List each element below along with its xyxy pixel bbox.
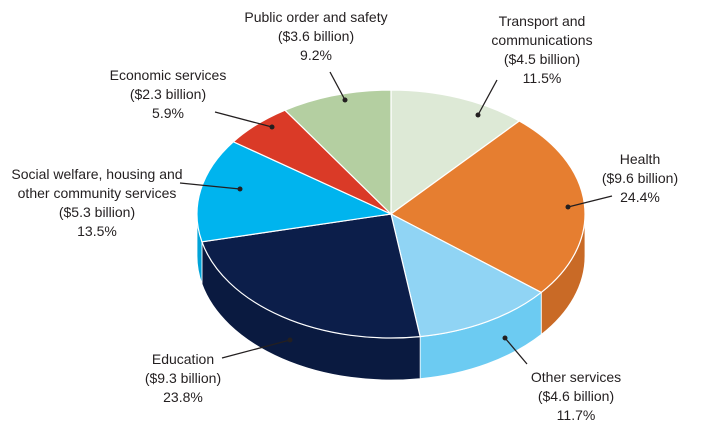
slice-label: Other services ($4.6 billion) 11.7% (516, 368, 636, 423)
leader-dot (342, 97, 348, 103)
label-name: Social welfare, housing and other commun… (11, 166, 183, 201)
label-percent: 23.8% (163, 389, 203, 405)
leader-dot (502, 335, 508, 341)
label-amount: ($5.3 billion) (58, 204, 136, 220)
slice (390, 212, 543, 338)
label-percent: 13.5% (77, 223, 117, 239)
label-name: Education (151, 351, 215, 367)
leader-dot (269, 124, 275, 130)
label-percent: 5.9% (152, 105, 184, 121)
label-amount: ($4.5 billion) (503, 51, 581, 67)
leader-line (504, 337, 528, 365)
label-amount: ($9.6 billion) (601, 170, 679, 186)
label-name: Public order and safety (244, 9, 388, 25)
slice-label: Social welfare, housing and other commun… (8, 165, 186, 241)
slice-label: Economic services ($2.3 billion) 5.9% (93, 66, 243, 123)
label-name: Economic services (109, 67, 227, 83)
leader-line (477, 79, 498, 116)
leader-dot (287, 337, 293, 343)
label-amount: ($4.6 billion) (537, 388, 615, 404)
label-percent: 11.5% (522, 70, 562, 86)
slice (390, 89, 521, 216)
leader-dot (565, 204, 571, 210)
leader-line (179, 182, 241, 190)
label-amount: ($9.3 billion) (144, 370, 222, 386)
leader-line (329, 71, 346, 101)
leader-line (567, 195, 613, 208)
slice (201, 213, 421, 339)
label-percent: 11.7% (556, 407, 596, 423)
label-percent: 9.2% (300, 47, 332, 63)
leader-line (221, 339, 291, 359)
slice (389, 120, 586, 294)
slice (283, 89, 392, 216)
leader-dot (237, 186, 243, 192)
label-amount: ($3.6 billion) (277, 28, 355, 44)
slice (196, 141, 394, 243)
label-percent: 24.4% (620, 189, 660, 205)
label-name: Health (619, 151, 661, 167)
slice-label: Public order and safety ($3.6 billion) 9.2… (216, 8, 416, 65)
slice-label: Education ($9.3 billion) 23.8% (123, 350, 243, 407)
slice-label: Transport and communications ($4.5 billio… (477, 12, 607, 88)
leader-line (214, 111, 273, 128)
slice-label: Health ($9.6 billion) 24.4% (580, 150, 700, 207)
leader-dot (475, 112, 481, 118)
label-name: Transport and communications (491, 13, 593, 48)
label-name: Other services (530, 369, 622, 385)
label-amount: ($2.3 billion) (129, 86, 207, 102)
